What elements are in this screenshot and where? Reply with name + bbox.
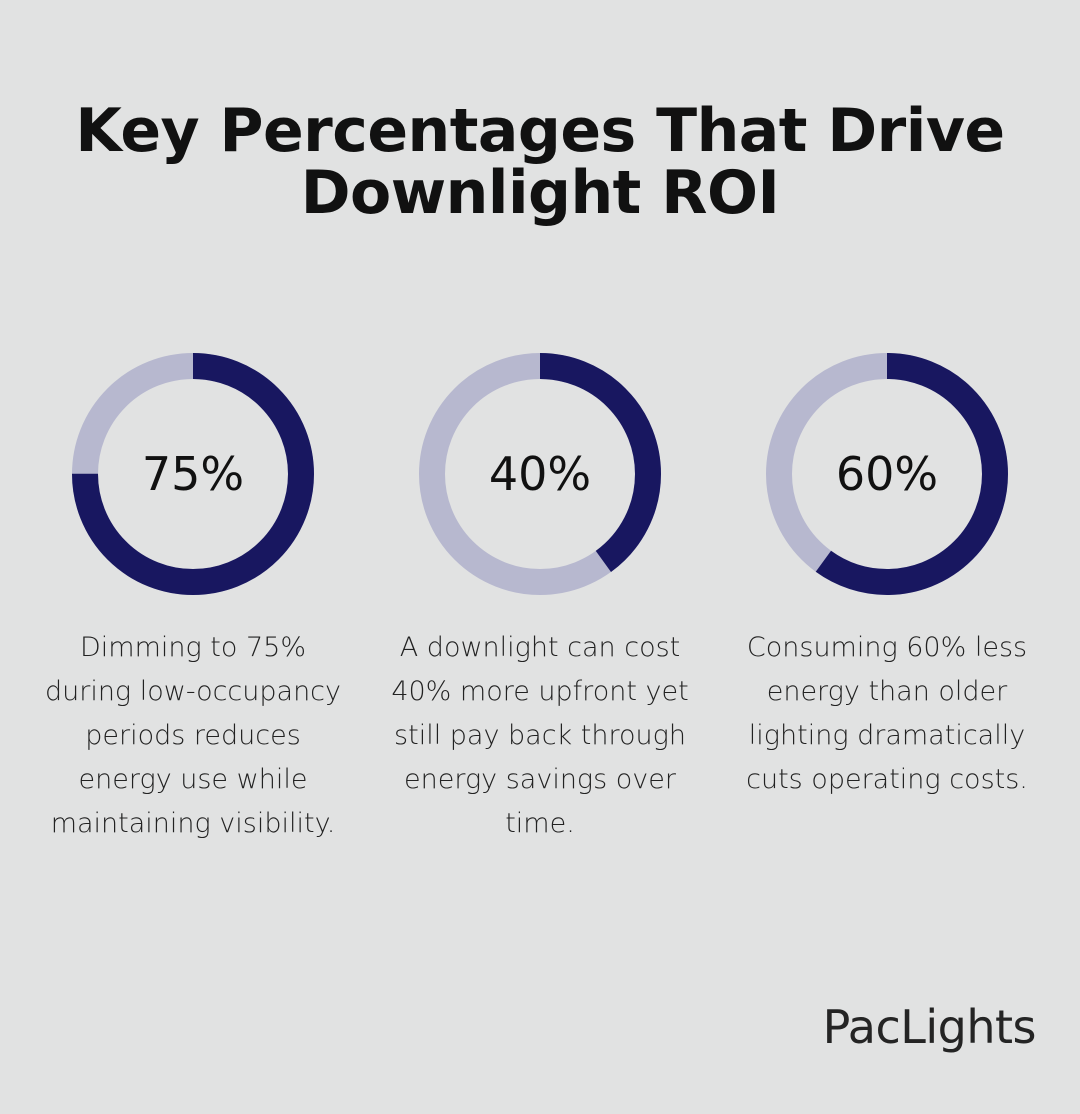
donut-svg-2 xyxy=(419,353,661,595)
donut-arc-3 xyxy=(766,353,1008,595)
donut-chart-1: 75% xyxy=(72,353,314,595)
donut-value-label-2: 40% xyxy=(488,447,592,501)
title-line-1: Key Percentages That Drive xyxy=(75,96,1005,166)
description-3: Consuming 60% less energy than older lig… xyxy=(746,632,1028,795)
donut-chart-3: 60% xyxy=(766,353,1008,595)
donut-value-label-1: 75% xyxy=(141,447,245,501)
donut-chart-2: 40% xyxy=(419,353,661,595)
donut-arc-1 xyxy=(72,353,314,595)
donut-value-label-3: 60% xyxy=(835,447,939,501)
brand-logo: PacLights xyxy=(822,1000,1037,1054)
page-title: Key Percentages That Drive Downlight ROI xyxy=(40,100,1040,224)
description-2: A downlight can cost 40% more upfront ye… xyxy=(391,632,689,839)
donut-svg-3 xyxy=(766,353,1008,595)
title-line-2: Downlight ROI xyxy=(300,158,780,228)
description-1: Dimming to 75% during low-occupancy peri… xyxy=(44,632,342,839)
donut-svg-1 xyxy=(72,353,314,595)
donut-arc-2 xyxy=(419,353,661,595)
